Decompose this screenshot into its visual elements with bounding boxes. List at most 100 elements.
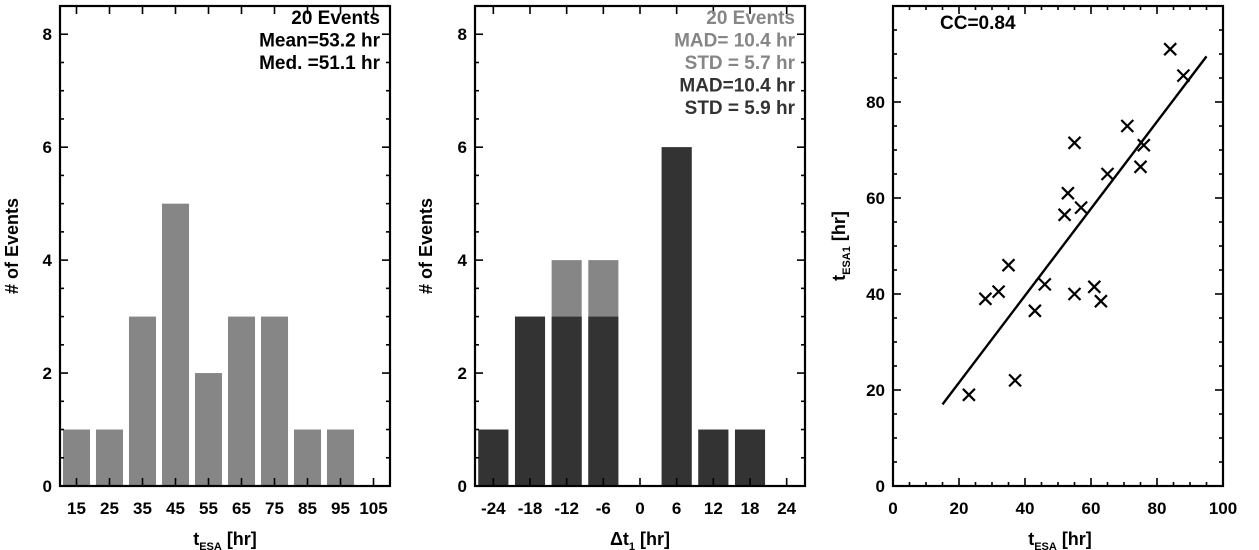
y-axis-label: # of Events: [2, 198, 22, 294]
x-tick-label: 25: [100, 499, 119, 518]
scatter-point: [1001, 258, 1016, 272]
axes: 0 20 40 60 80 100 0 20 40 60 80: [866, 6, 1237, 518]
x-tick-label: -24: [481, 499, 506, 518]
x-axis-label-unit: [hr]: [1057, 529, 1092, 549]
y-tick-label: 60: [866, 189, 885, 208]
x-axis-label-sub: ESA: [1034, 541, 1057, 550]
y-tick-label: 8: [43, 25, 52, 44]
x-tick-label: 45: [166, 499, 185, 518]
scatter-point: [1028, 304, 1042, 318]
bar-18-s1: [734, 429, 766, 486]
x-tick-label: 85: [298, 499, 317, 518]
scatter-point: [1133, 160, 1148, 174]
bar--12-s1: [551, 316, 582, 486]
y-tick-label: 0: [458, 477, 467, 496]
x-axis-label-main: t: [1028, 529, 1034, 549]
stat-line: 20 Events: [291, 8, 380, 29]
scatter-point: [1008, 373, 1022, 388]
histogram-bars: [62, 203, 355, 486]
stat-line: Mean=53.2 hr: [259, 31, 381, 52]
y-tick-label: 6: [43, 138, 52, 157]
y-tick-label: 8: [458, 25, 467, 44]
scatter-point: [1163, 42, 1177, 56]
correlation-annotation: CC=0.84: [940, 13, 1016, 34]
x-axis-label: Δt1 [hr]: [610, 529, 670, 550]
x-tick-label: 0: [635, 499, 644, 518]
x-axis-label: tESA [hr]: [193, 529, 257, 550]
x-tick-label: 15: [67, 499, 86, 518]
stat-line: STD = 5.9 hr: [685, 98, 796, 119]
scatter-point: [1074, 200, 1088, 215]
scatter-point: [1067, 136, 1082, 150]
bar--24-s1: [478, 429, 509, 486]
stat-line: 20 Events: [706, 8, 795, 29]
stat-line: MAD= 10.4 hr: [674, 31, 796, 52]
x-tick-label: 95: [331, 499, 350, 518]
scatter-points: [962, 42, 1191, 402]
y-axis-label: # of Events: [416, 198, 436, 294]
stat-line: Med. =51.1 hr: [259, 53, 381, 74]
x-tick-label: 18: [741, 499, 760, 518]
scatter-point: [1038, 277, 1052, 292]
bar-75: [260, 316, 289, 486]
stat-line: MAD=10.4 hr: [679, 76, 795, 97]
bar-85: [293, 429, 322, 486]
y-tick-label: 4: [43, 251, 53, 270]
x-tick-label: 80: [1148, 499, 1167, 518]
y-axis-label: tESA1 [hr]: [829, 211, 853, 281]
x-axis-label-sub: ESA: [199, 541, 222, 550]
bar-12-s1: [698, 429, 729, 486]
x-tick-label: -12: [554, 499, 579, 518]
x-tick-label: 55: [199, 499, 218, 518]
plot-frame: [891, 4, 1225, 488]
y-tick-label: 80: [866, 93, 885, 112]
y-axis-label-unit: [hr]: [829, 211, 849, 246]
y-tick-label: 0: [876, 477, 885, 496]
x-tick-label: 40: [1016, 499, 1035, 518]
y-tick-label: 4: [458, 251, 468, 270]
x-tick-label: -18: [518, 499, 543, 518]
y-tick-label: 2: [43, 364, 52, 383]
bar-65: [227, 316, 256, 486]
bar-95: [326, 429, 355, 486]
y-axis-label-main: t: [829, 275, 849, 281]
y-tick-label: 2: [458, 364, 467, 383]
bar-6-s1: [661, 147, 692, 486]
y-tick-label: 0: [43, 477, 52, 496]
scatter-point: [1087, 280, 1102, 294]
scatter-point: [962, 388, 976, 402]
x-axis-label: tESA [hr]: [1028, 529, 1092, 550]
scatter-point: [1100, 167, 1115, 181]
scatter-point: [1061, 186, 1075, 200]
bar-25: [95, 429, 124, 486]
scatter-point: [1094, 294, 1108, 308]
bar-55: [194, 373, 223, 486]
x-tick-label: 24: [777, 499, 796, 518]
y-tick-label: 20: [866, 381, 885, 400]
x-tick-label: 60: [1082, 499, 1101, 518]
x-tick-label: 20: [950, 499, 969, 518]
y-axis-label-sub: ESA1: [841, 246, 853, 275]
x-axis-label-sub: 1: [629, 541, 635, 550]
scatter-point: [1137, 138, 1151, 152]
bar-45: [161, 203, 190, 486]
x-tick-label: 100: [1209, 499, 1237, 518]
scatter-point: [1057, 208, 1072, 222]
axes: 15 25 35 45 55 65 75 85 95 105 0 2 4 6 8: [43, 6, 390, 518]
scatter-point: [1067, 287, 1082, 301]
bar--6-s1: [588, 316, 619, 486]
x-axis-label-unit: [hr]: [222, 529, 257, 549]
scatter-point: [991, 284, 1006, 299]
x-axis-label-main: Δt: [610, 529, 629, 549]
fit-line: [941, 55, 1208, 406]
x-tick-label: 75: [265, 499, 284, 518]
x-axis-label-unit: [hr]: [635, 529, 670, 549]
x-tick-label: 35: [133, 499, 152, 518]
x-axis-label-main: t: [193, 529, 199, 549]
bar--18-s1: [514, 316, 546, 486]
scatter-point: [978, 292, 993, 306]
